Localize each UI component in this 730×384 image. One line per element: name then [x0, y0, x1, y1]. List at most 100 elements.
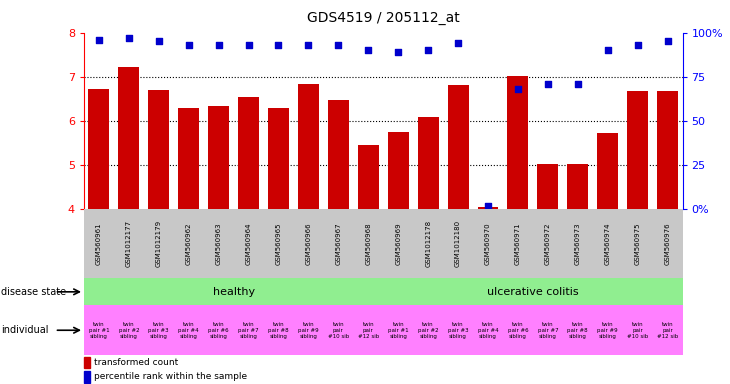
Bar — [537, 164, 558, 209]
Text: twin
pair #4
sibling: twin pair #4 sibling — [178, 322, 199, 339]
Bar — [114, 209, 144, 278]
Text: GSM560969: GSM560969 — [395, 222, 402, 265]
Bar — [567, 164, 588, 209]
Bar — [627, 91, 648, 209]
Text: twin
pair #6
sibling: twin pair #6 sibling — [507, 322, 529, 339]
Text: GDS4519 / 205112_at: GDS4519 / 205112_at — [307, 11, 460, 25]
Bar — [114, 305, 144, 355]
Text: GSM560975: GSM560975 — [634, 223, 641, 265]
Bar — [353, 305, 383, 355]
Bar — [88, 89, 110, 209]
Text: GSM1012179: GSM1012179 — [155, 220, 162, 267]
Text: GSM1012178: GSM1012178 — [425, 220, 431, 267]
Bar — [328, 100, 349, 209]
Bar — [84, 357, 91, 368]
Text: twin
pair
#12 sib: twin pair #12 sib — [657, 322, 678, 339]
Bar — [507, 76, 529, 209]
Bar — [418, 117, 439, 209]
Text: GSM560968: GSM560968 — [365, 222, 372, 265]
Bar — [174, 305, 204, 355]
Bar — [358, 145, 379, 209]
Bar — [323, 305, 353, 355]
Bar — [597, 133, 618, 209]
Text: twin
pair #9
sibling: twin pair #9 sibling — [298, 322, 319, 339]
Text: transformed count: transformed count — [94, 358, 178, 367]
Point — [153, 38, 165, 45]
Point — [213, 42, 225, 48]
Bar — [447, 85, 469, 209]
Text: twin
pair #1
sibling: twin pair #1 sibling — [88, 322, 110, 339]
Bar — [268, 108, 289, 209]
Text: twin
pair #3
sibling: twin pair #3 sibling — [148, 322, 169, 339]
Point — [242, 42, 255, 48]
Bar — [204, 209, 234, 278]
Bar — [503, 209, 533, 278]
Text: twin
pair #4
sibling: twin pair #4 sibling — [477, 322, 499, 339]
Text: percentile rank within the sample: percentile rank within the sample — [94, 372, 247, 381]
Point — [93, 36, 105, 43]
Bar — [323, 209, 353, 278]
Point — [182, 42, 194, 48]
Text: twin
pair #7
sibling: twin pair #7 sibling — [537, 322, 558, 339]
Point — [542, 81, 554, 87]
Bar — [84, 209, 114, 278]
Bar — [388, 132, 409, 209]
Bar — [593, 305, 623, 355]
Bar — [204, 305, 234, 355]
Bar — [563, 305, 593, 355]
Bar — [383, 278, 683, 305]
Text: GSM560972: GSM560972 — [545, 223, 551, 265]
Text: GSM560970: GSM560970 — [485, 222, 491, 265]
Text: GSM560965: GSM560965 — [275, 223, 282, 265]
Point — [393, 49, 404, 55]
Bar — [413, 305, 443, 355]
Bar — [234, 209, 264, 278]
Text: twin
pair #3
sibling: twin pair #3 sibling — [447, 322, 469, 339]
Point — [123, 35, 134, 41]
Bar — [383, 209, 413, 278]
Bar — [533, 209, 563, 278]
Bar — [208, 106, 229, 209]
Point — [662, 38, 674, 45]
Text: healthy: healthy — [212, 287, 255, 297]
Bar — [264, 209, 293, 278]
Bar — [84, 278, 383, 305]
Bar — [623, 305, 653, 355]
Text: twin
pair
#12 sib: twin pair #12 sib — [358, 322, 379, 339]
Bar — [293, 305, 323, 355]
Text: GSM1012177: GSM1012177 — [126, 220, 132, 267]
Point — [363, 47, 374, 53]
Text: individual: individual — [1, 325, 48, 335]
Bar — [84, 305, 114, 355]
Bar — [144, 305, 174, 355]
Bar — [443, 305, 473, 355]
Bar — [477, 207, 499, 209]
Text: twin
pair #6
sibling: twin pair #6 sibling — [208, 322, 229, 339]
Text: twin
pair #2
sibling: twin pair #2 sibling — [118, 322, 139, 339]
Text: ulcerative colitis: ulcerative colitis — [487, 287, 579, 297]
Text: GSM560973: GSM560973 — [575, 222, 581, 265]
Text: GSM560963: GSM560963 — [215, 222, 222, 265]
Text: twin
pair
#10 sib: twin pair #10 sib — [627, 322, 648, 339]
Bar — [563, 209, 593, 278]
Bar — [148, 90, 169, 209]
Bar — [473, 209, 503, 278]
Bar — [234, 305, 264, 355]
Point — [333, 42, 345, 48]
Point — [631, 42, 644, 48]
Text: GSM560971: GSM560971 — [515, 222, 521, 265]
Bar — [473, 305, 503, 355]
Bar — [623, 209, 653, 278]
Text: twin
pair #8
sibling: twin pair #8 sibling — [567, 322, 588, 339]
Point — [453, 40, 464, 46]
Text: GSM560967: GSM560967 — [335, 222, 342, 265]
Bar — [443, 209, 473, 278]
Bar — [383, 305, 413, 355]
Text: GSM560966: GSM560966 — [305, 222, 312, 265]
Bar — [118, 67, 139, 209]
Bar — [174, 209, 204, 278]
Bar — [593, 209, 623, 278]
Text: twin
pair
#10 sib: twin pair #10 sib — [328, 322, 349, 339]
Point — [303, 42, 315, 48]
Text: GSM560974: GSM560974 — [604, 223, 611, 265]
